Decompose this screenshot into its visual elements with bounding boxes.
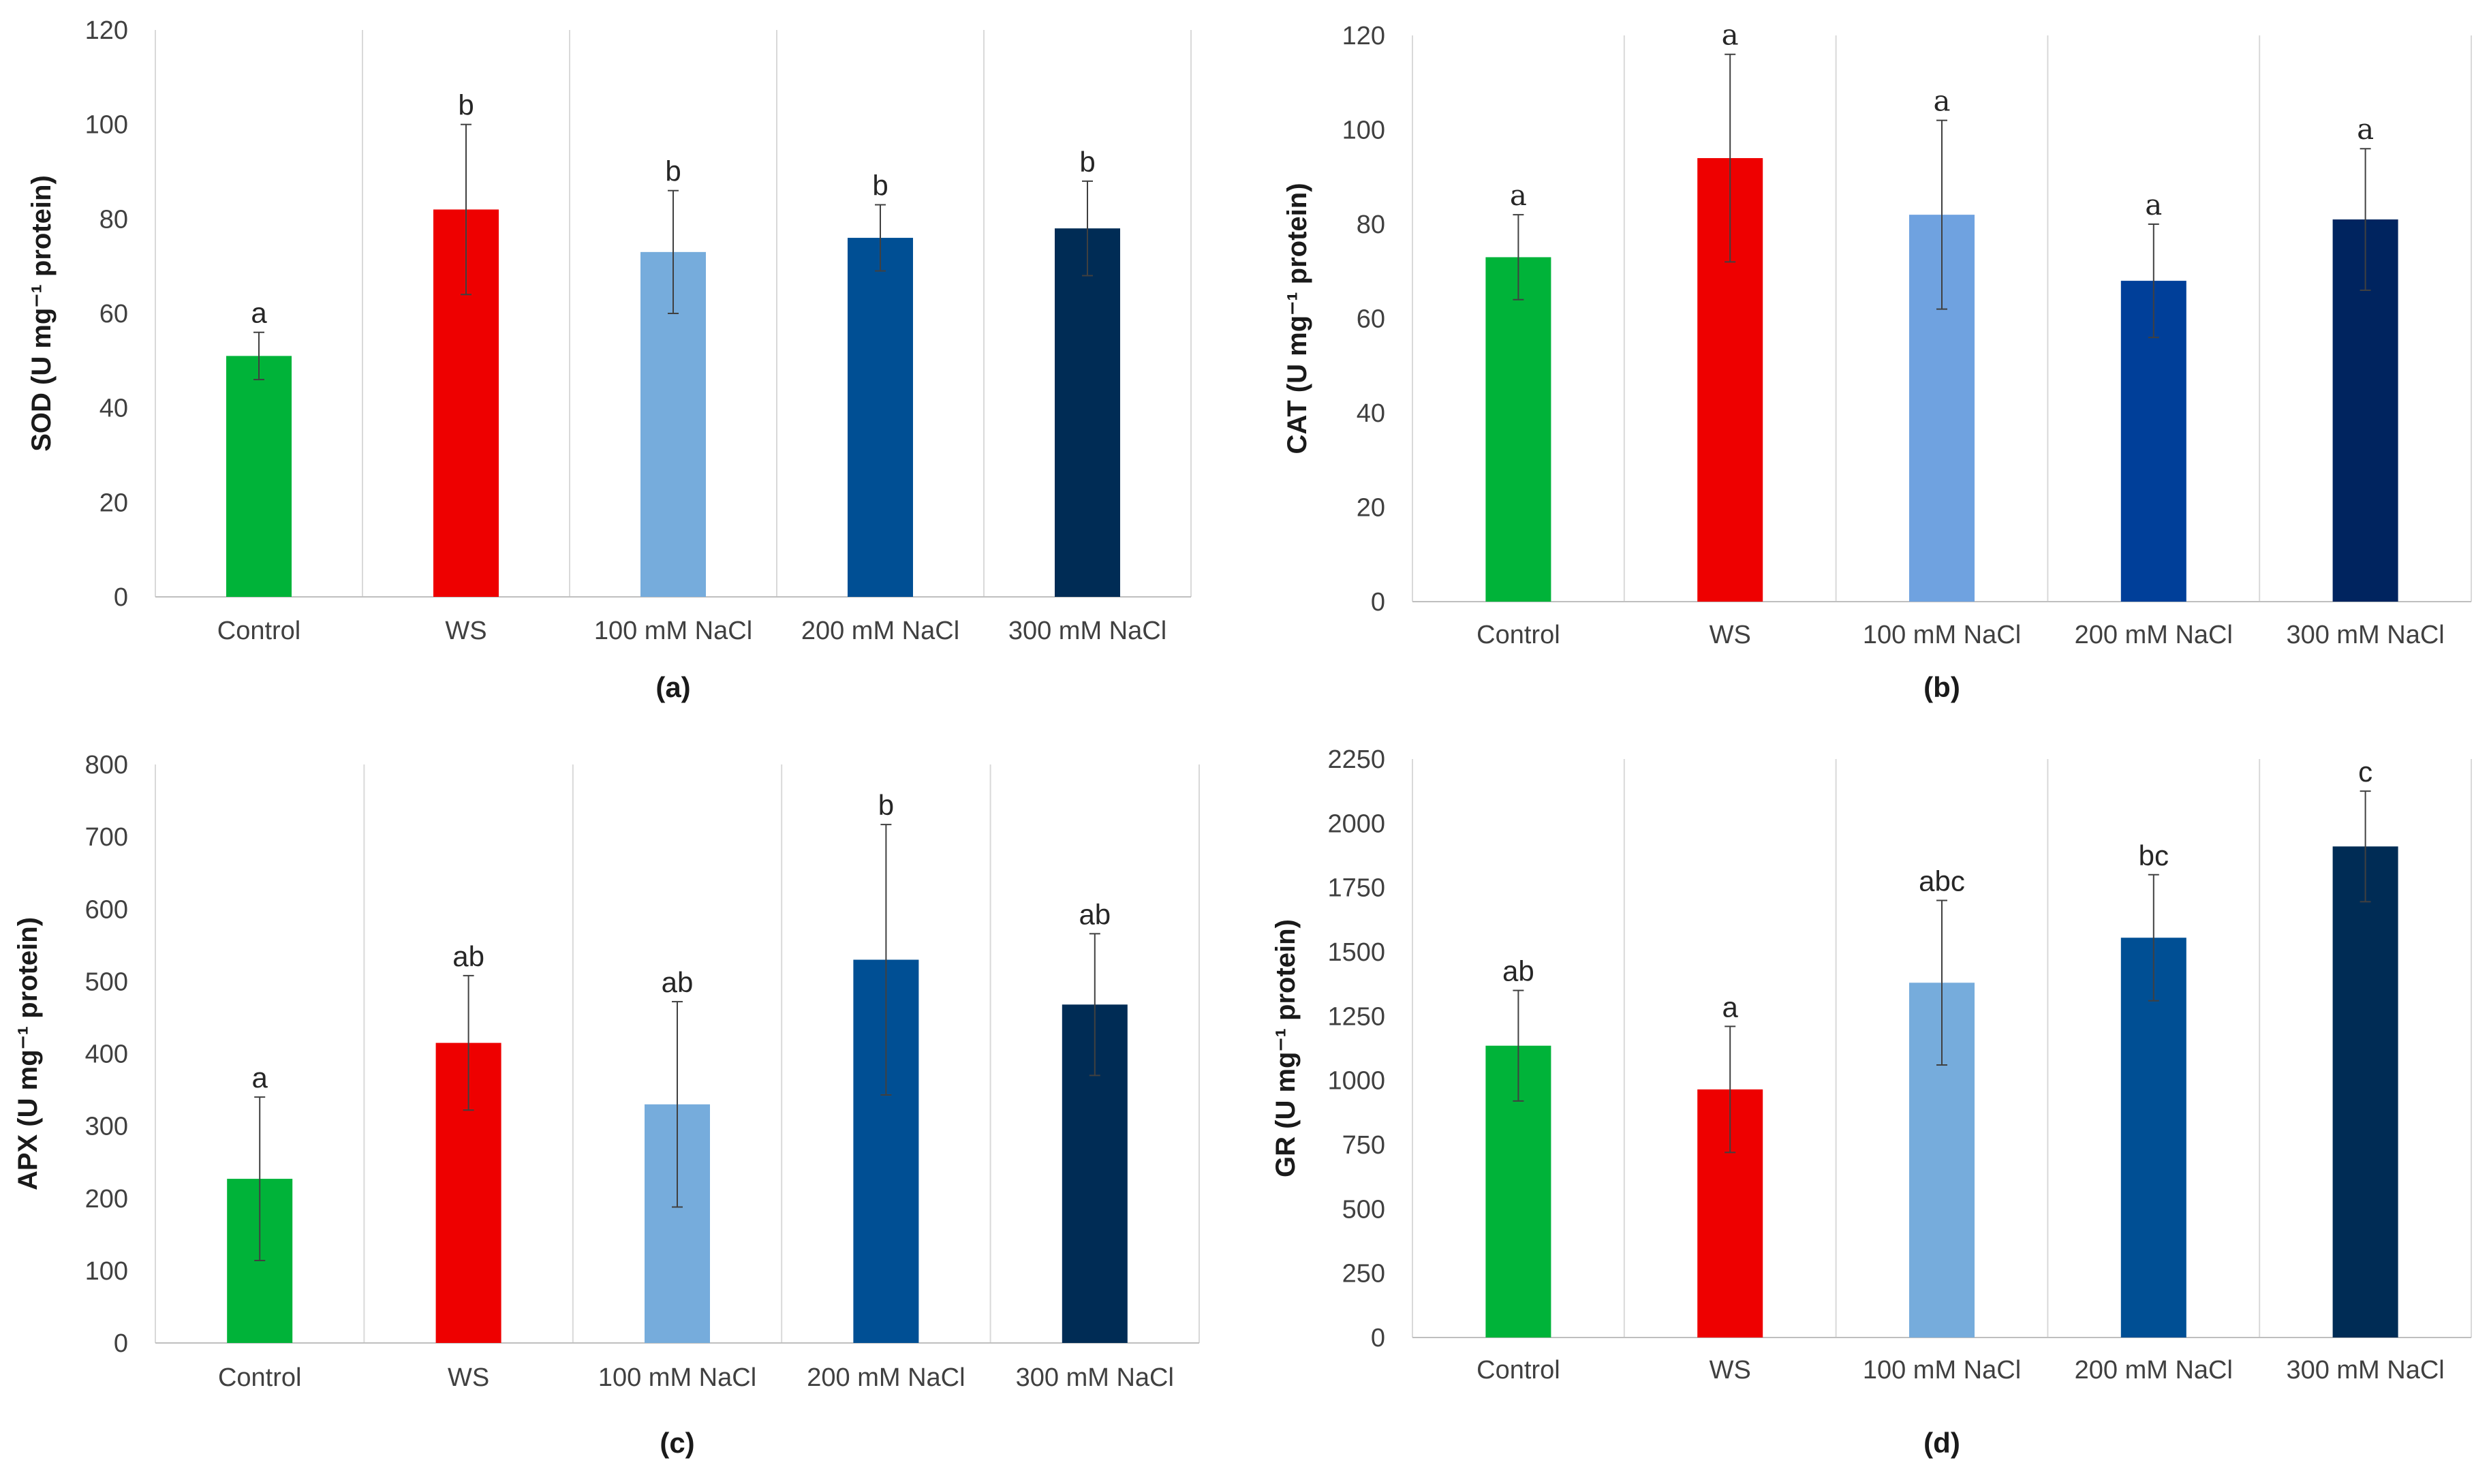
x-category-label: 300 mM NaCl [2286,1356,2444,1385]
y-tick-label: 700 [85,823,128,852]
significance-letter: b [665,155,681,187]
panel-label: (a) [655,671,690,703]
y-tick-label: 1750 [1327,874,1385,903]
significance-letter: a [252,1062,268,1094]
y-tick-label: 1500 [1327,938,1385,967]
y-tick-label: 0 [114,1329,128,1358]
x-category-label: 200 mM NaCl [801,617,959,645]
y-tick-label: 40 [99,395,128,423]
y-tick-label: 80 [1357,211,1385,239]
x-category-label: 200 mM NaCl [807,1363,965,1392]
bar [2120,938,2186,1338]
chart-panel-b: 0 20 40 60 80 100 120 a Control a WS a 100 mM NaCl a 2… [1282,18,2472,703]
y-tick-label: 20 [1357,494,1385,523]
y-tick-label: 80 [99,205,128,234]
x-category-label: WS [1710,621,1751,649]
y-tick-label: 60 [1357,305,1385,334]
significance-letter: b [878,789,894,821]
significance-letter: a [2145,188,2162,221]
bar [226,356,292,597]
x-category-label: Control [1476,1356,1560,1385]
x-category-label: WS [445,617,486,645]
significance-letter: a [1510,179,1527,212]
y-tick-label: 400 [85,1040,128,1069]
panel-label: (c) [660,1427,694,1459]
x-category-label: 100 mM NaCl [594,617,752,645]
y-axis-title: GR (U mg⁻¹ protein) [1271,919,1301,1177]
significance-letter: a [2357,112,2374,146]
bar [848,238,913,598]
significance-letter: b [458,89,474,121]
bar [2332,846,2398,1338]
panel-label: (b) [1923,671,1960,703]
x-category-label: 100 mM NaCl [1863,1356,2021,1385]
significance-letter: b [872,170,888,202]
y-tick-label: 300 [85,1113,128,1141]
x-category-label: 200 mM NaCl [2075,1356,2233,1385]
y-tick-label: 0 [1371,588,1385,617]
chart-panel-a: 0 20 40 60 80 100 120 a Control b WS b 100 mM NaCl b 2… [27,16,1192,703]
y-tick-label: 1250 [1327,1002,1385,1031]
y-tick-label: 500 [85,968,128,996]
y-tick-label: 2250 [1327,745,1385,774]
x-category-label: Control [218,1363,302,1392]
x-category-label: 300 mM NaCl [1008,617,1166,645]
y-tick-label: 1000 [1327,1067,1385,1096]
x-category-label: WS [448,1363,489,1392]
significance-letter: c [2358,756,2372,788]
y-tick-label: 60 [99,300,128,328]
y-tick-label: 120 [1342,22,1385,50]
y-axis-title: SOD (U mg⁻¹ protein) [27,175,57,452]
y-tick-label: 100 [1342,117,1385,145]
significance-letter: a [1722,18,1739,52]
y-tick-label: 20 [99,489,128,517]
y-tick-label: 500 [1342,1195,1385,1224]
significance-letter: bc [2139,839,2169,871]
x-category-label: Control [217,617,301,645]
bar [1055,228,1120,597]
bar [1485,257,1551,602]
significance-letter: a [1933,84,1950,118]
panel-label: (d) [1923,1427,1960,1459]
y-tick-label: 600 [85,895,128,924]
significance-letter: ab [1079,898,1111,930]
significance-letter: ab [452,940,484,972]
y-tick-label: 40 [1357,399,1385,428]
y-tick-label: 100 [85,1257,128,1286]
x-category-label: 300 mM NaCl [1016,1363,1174,1392]
y-tick-label: 750 [1342,1131,1385,1160]
x-category-label: 100 mM NaCl [598,1363,756,1392]
y-tick-label: 2000 [1327,809,1385,838]
significance-letter: a [251,297,267,329]
y-tick-label: 0 [1371,1324,1385,1352]
significance-letter: ab [1502,955,1534,987]
significance-letter: b [1079,146,1095,178]
chart-panel-d: 0 250 500 750 1000 1250 1500 1750 2000 2250 ab Cont… [1271,745,2472,1459]
x-category-label: Control [1476,621,1560,649]
y-tick-label: 200 [85,1185,128,1214]
y-axis-title: CAT (U mg⁻¹ protein) [1282,183,1312,454]
x-category-label: 100 mM NaCl [1863,621,2021,649]
x-category-label: 300 mM NaCl [2286,621,2444,649]
y-tick-label: 250 [1342,1260,1385,1288]
significance-letter: ab [662,966,694,998]
significance-letter: abc [1919,865,1965,897]
y-tick-label: 100 [85,111,128,140]
y-tick-label: 800 [85,751,128,779]
x-category-label: 200 mM NaCl [2075,621,2233,649]
x-category-label: WS [1710,1356,1751,1385]
y-tick-label: 120 [85,16,128,45]
chart-panel-c: 0 100 200 300 400 500 600 700 800 a Control ab WS ab 1… [13,751,1200,1459]
y-tick-label: 0 [114,583,128,612]
y-axis-title: APX (U mg⁻¹ protein) [13,917,43,1190]
significance-letter: a [1722,991,1739,1023]
